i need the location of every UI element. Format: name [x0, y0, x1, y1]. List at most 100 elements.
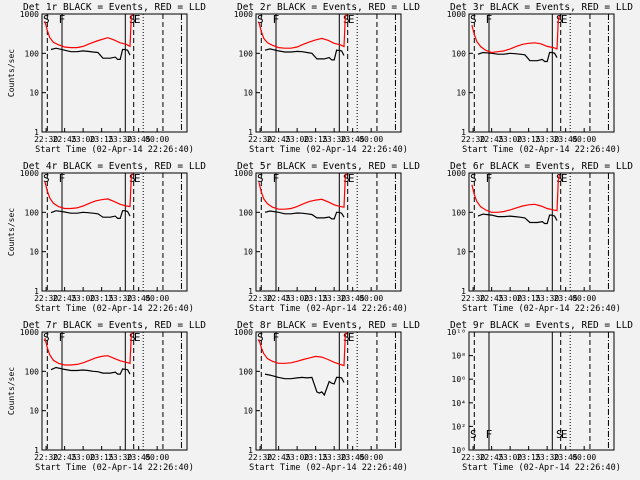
y-tick-label: 10 — [29, 407, 39, 416]
event-marker: S — [556, 13, 563, 26]
event-marker: F — [486, 13, 493, 26]
y-tick-label: 10 — [243, 407, 253, 416]
panel-title: Det 9r BLACK = Events, RED = LLD — [450, 320, 633, 331]
event-marker: S — [257, 331, 264, 344]
x-tick-label: 23:00 — [71, 135, 95, 144]
x-axis-label: Start Time (02-Apr-14 22:26:40) — [462, 463, 621, 473]
y-tick-label: 1000 — [234, 328, 253, 337]
y-tick-label: 1 — [248, 446, 253, 455]
event-marker: E — [561, 172, 568, 185]
y-tick-label: 10⁰ — [452, 446, 466, 455]
x-tick-label: 00:00 — [572, 135, 596, 144]
plot-frame — [255, 13, 402, 133]
y-tick-label: 100 — [239, 49, 254, 58]
event-marker: F — [59, 331, 66, 344]
events-line — [477, 213, 558, 225]
x-tick-label: 22:45 — [480, 294, 504, 303]
x-tick-label: 00:00 — [572, 453, 596, 462]
event-marker: E — [561, 428, 568, 441]
event-marker: E — [348, 172, 355, 185]
x-axis-label: Start Time (02-Apr-14 22:26:40) — [249, 463, 408, 473]
x-tick-label: 23:45 — [341, 135, 365, 144]
x-axis-label: Start Time (02-Apr-14 22:26:40) — [35, 304, 194, 314]
y-tick-label: 1000 — [20, 328, 39, 337]
event-marker: S — [556, 428, 563, 441]
panel-7: Det 7r BLACK = Events, RED = LLD 1 10 100 10… — [7, 320, 206, 473]
event-marker: E — [134, 331, 141, 344]
lld-line — [471, 174, 561, 213]
x-tick-label: 22:45 — [53, 453, 77, 462]
x-tick-label: 23:30 — [322, 135, 346, 144]
x-tick-label: 23:45 — [554, 453, 578, 462]
events-line — [477, 51, 558, 63]
event-marker: F — [59, 172, 66, 185]
panel-4: Det 4r BLACK = Events, RED = LLD 1 10 100 10… — [7, 161, 206, 314]
y-tick-label: 100 — [452, 49, 467, 58]
events-line — [50, 366, 131, 375]
x-tick-label: 23:45 — [341, 453, 365, 462]
y-tick-label: 1000 — [20, 169, 39, 178]
y-tick-label: 10 — [243, 89, 253, 98]
panel-title: Det 3r BLACK = Events, RED = LLD — [450, 2, 633, 13]
plot-frame — [468, 331, 615, 451]
events-line — [50, 210, 131, 219]
y-tick-label: 1 — [248, 128, 253, 137]
y-tick-label: 10¹⁰ — [447, 328, 466, 337]
y-tick-label: 10 — [29, 248, 39, 257]
x-tick-label: 23:15 — [90, 294, 114, 303]
y-tick-label: 100 — [239, 367, 254, 376]
y-axis-label: Counts/sec — [7, 208, 16, 256]
event-marker: S — [43, 172, 50, 185]
x-tick-label: 00:00 — [145, 453, 169, 462]
x-tick-label: 00:00 — [359, 453, 383, 462]
x-tick-label: 23:15 — [90, 453, 114, 462]
y-tick-label: 100 — [25, 367, 40, 376]
event-marker: E — [134, 13, 141, 26]
event-marker: S — [470, 172, 477, 185]
lld-line — [258, 13, 348, 49]
events-line — [264, 210, 345, 220]
x-tick-label: 22:45 — [480, 135, 504, 144]
lld-line — [471, 15, 561, 54]
x-tick-label: 23:00 — [498, 294, 522, 303]
panel-6: Det 6r BLACK = Events, RED = LLD 1 10 100 10… — [447, 161, 634, 314]
x-tick-label: 22:30 — [248, 294, 272, 303]
x-tick-label: 22:30 — [461, 453, 485, 462]
event-marker: S — [257, 13, 264, 26]
event-marker: S — [129, 331, 136, 344]
x-tick-label: 23:15 — [517, 294, 541, 303]
lld-line — [258, 331, 348, 367]
y-tick-label: 10 — [29, 89, 39, 98]
x-axis-label: Start Time (02-Apr-14 22:26:40) — [462, 304, 621, 314]
panel-title: Det 6r BLACK = Events, RED = LLD — [450, 161, 633, 172]
y-tick-label: 1 — [34, 287, 39, 296]
y-tick-label: 1000 — [234, 10, 253, 19]
x-tick-label: 22:30 — [461, 135, 485, 144]
x-tick-label: 23:45 — [127, 453, 151, 462]
x-tick-label: 00:00 — [572, 294, 596, 303]
x-tick-label: 23:15 — [304, 453, 328, 462]
event-marker: F — [273, 13, 280, 26]
x-tick-label: 23:30 — [535, 135, 559, 144]
x-tick-label: 23:30 — [108, 294, 132, 303]
y-tick-label: 1000 — [447, 169, 466, 178]
x-axis-label: Start Time (02-Apr-14 22:26:40) — [249, 145, 408, 155]
x-tick-label: 23:45 — [554, 135, 578, 144]
plot-frame — [41, 13, 188, 133]
event-marker: S — [343, 331, 350, 344]
x-tick-label: 23:15 — [517, 453, 541, 462]
events-line — [50, 47, 131, 61]
x-tick-label: 23:30 — [535, 294, 559, 303]
x-tick-label: 22:30 — [248, 135, 272, 144]
y-tick-label: 10 — [456, 89, 466, 98]
x-tick-label: 23:00 — [285, 294, 309, 303]
x-tick-label: 23:15 — [304, 294, 328, 303]
event-marker: E — [348, 13, 355, 26]
y-tick-label: 1 — [461, 287, 466, 296]
lld-line — [258, 172, 348, 210]
x-tick-label: 23:45 — [341, 294, 365, 303]
x-tick-label: 23:30 — [535, 453, 559, 462]
x-tick-label: 23:00 — [285, 453, 309, 462]
events-line — [264, 48, 345, 61]
